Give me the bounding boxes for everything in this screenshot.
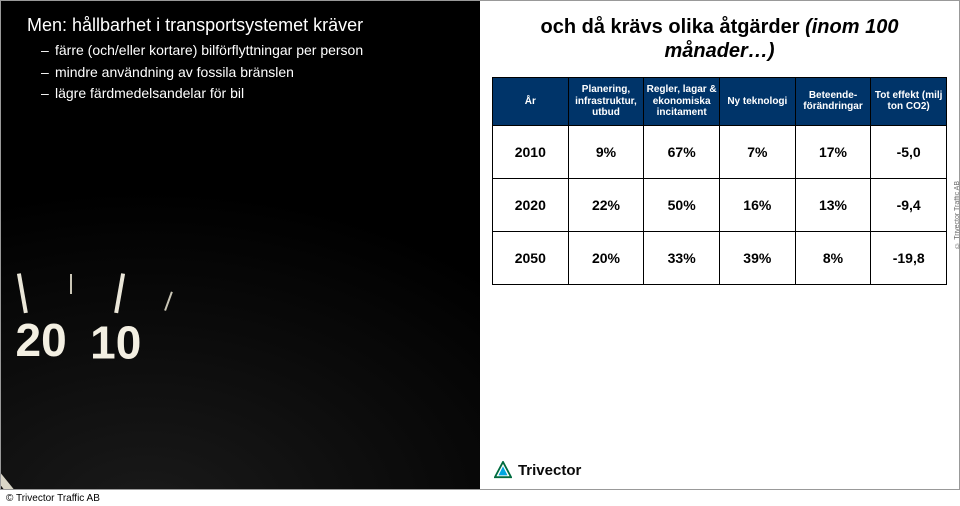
trivector-logo-icon [494,461,512,479]
col-header: Beteende- förändringar [795,78,871,126]
footer-copyright: © Trivector Traffic AB [6,493,100,504]
table-header-row: År Planering, infrastruktur, utbud Regle… [492,78,946,126]
left-panel: Men: hållbarhet i transportsystemet kräv… [1,1,480,489]
table-row: 2050 20% 33% 39% 8% -19,8 [492,231,946,284]
cell: -19,8 [871,231,947,284]
right-panel: och då krävs olika åtgärder (inom 100 må… [480,1,959,489]
left-bullet-list: färre (och/eller kortare) bilförflyttnin… [27,42,462,103]
cell: 50% [644,178,720,231]
gauge-number: 20 [15,314,66,366]
cell: 2020 [492,178,568,231]
trivector-logo-text: Trivector [518,462,581,479]
list-item: färre (och/eller kortare) bilförflyttnin… [41,42,462,60]
measures-table: År Planering, infrastruktur, utbud Regle… [492,77,947,285]
cell: 39% [719,231,795,284]
list-item: lägre färdmedelsandelar för bil [41,85,462,103]
gauge-number: 10 [90,317,141,369]
cell: 17% [795,125,871,178]
col-header: Ny teknologi [719,78,795,126]
cell: 13% [795,178,871,231]
table-row: 2010 9% 67% 7% 17% -5,0 [492,125,946,178]
cell: 9% [568,125,644,178]
left-title: Men: hållbarhet i transportsystemet kräv… [27,15,462,36]
col-header: Tot effekt (milj ton CO2) [871,78,947,126]
cell: 7% [719,125,795,178]
table-row: 2020 22% 50% 16% 13% -9,4 [492,178,946,231]
left-text-block: Men: hållbarhet i transportsystemet kräv… [1,1,480,117]
side-copyright: © Trivector Traffic AB [954,181,960,249]
cell: 8% [795,231,871,284]
right-title: och då krävs olika åtgärder (inom 100 må… [492,15,947,63]
right-title-a: och då krävs olika åtgärder [541,16,806,38]
col-header: År [492,78,568,126]
cell: -9,4 [871,178,947,231]
slide: Men: hållbarhet i transportsystemet kräv… [0,0,960,490]
speedometer-graphic: 40 30 20 10 [1,189,480,489]
cell: 67% [644,125,720,178]
cell: 2050 [492,231,568,284]
cell: 33% [644,231,720,284]
cell: 2010 [492,125,568,178]
cell: 20% [568,231,644,284]
col-header: Regler, lagar & ekonomiska incitament [644,78,720,126]
trivector-logo: Trivector [494,461,581,479]
list-item: mindre användning av fossila bränslen [41,64,462,82]
col-header: Planering, infrastruktur, utbud [568,78,644,126]
cell: -5,0 [871,125,947,178]
cell: 16% [719,178,795,231]
cell: 22% [568,178,644,231]
